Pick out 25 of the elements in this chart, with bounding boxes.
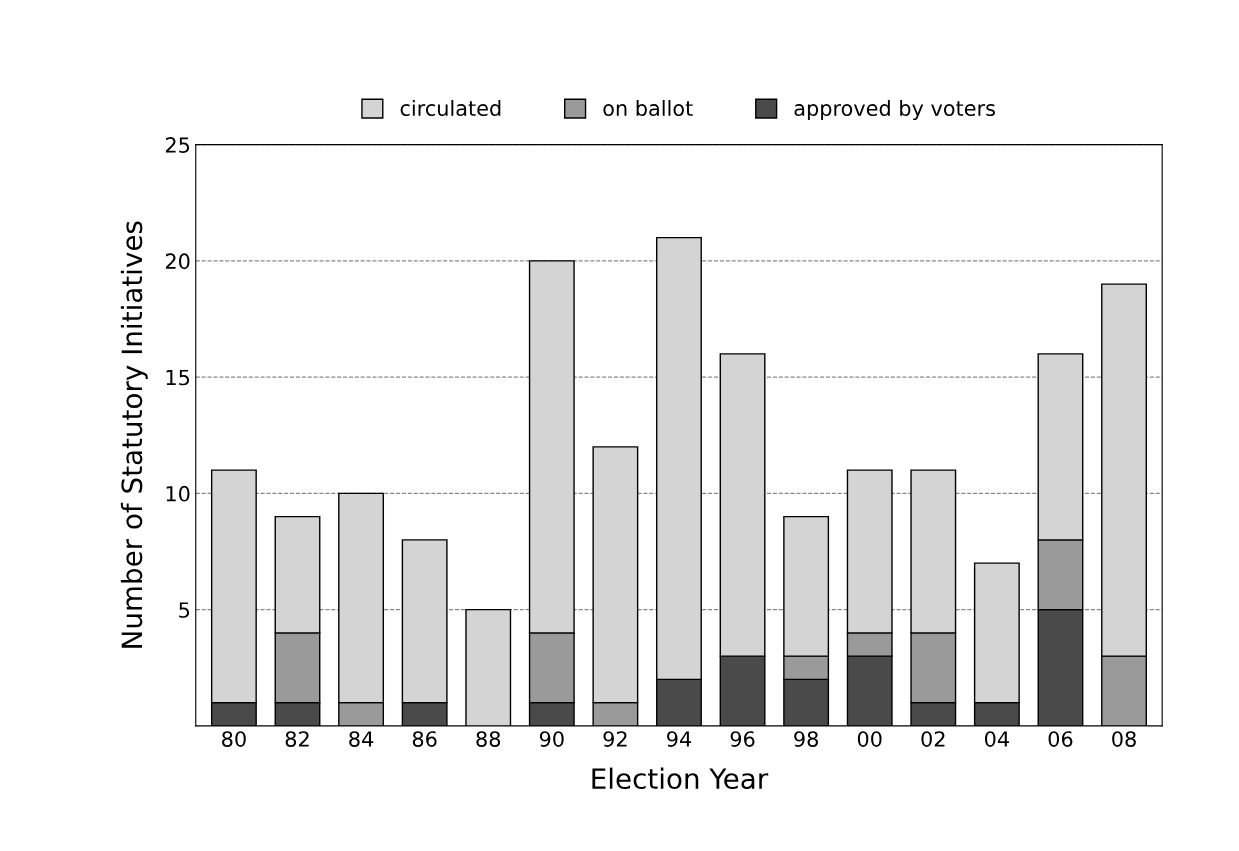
x-tick-label: 82: [285, 731, 309, 747]
x-tick-label: 84: [349, 731, 374, 747]
x-tick-label: 86: [412, 731, 437, 747]
legend-label: on ballot: [603, 99, 693, 117]
x-tick-label: 02: [921, 731, 945, 747]
x-tick-label: 04: [984, 731, 1009, 747]
y-axis-title: Number of Statutory Initiatives: [120, 221, 148, 648]
x-tick-label: 94: [667, 731, 692, 747]
x-tick-label: 88: [476, 731, 501, 747]
legend-label: approved by voters: [794, 99, 995, 121]
x-tick-label: 00: [857, 731, 882, 747]
x-tick-label: 92: [603, 731, 627, 747]
x-tick-label: 80: [222, 731, 246, 747]
legend-label: circulated: [400, 99, 501, 117]
x-tick-label: 98: [794, 731, 818, 747]
x-tick-label: 96: [730, 731, 755, 747]
y-tick-label: 25: [165, 137, 190, 153]
y-tick-label: 20: [165, 253, 190, 270]
x-tick-label: 06: [1048, 731, 1073, 747]
y-tick-label: 5: [179, 602, 190, 618]
x-tick-label: 08: [1112, 731, 1136, 747]
x-axis-title: Election Year: [592, 767, 769, 790]
y-tick-label: 10: [166, 485, 190, 502]
y-tick-label: 15: [166, 369, 190, 386]
x-tick-label: 90: [539, 731, 564, 747]
